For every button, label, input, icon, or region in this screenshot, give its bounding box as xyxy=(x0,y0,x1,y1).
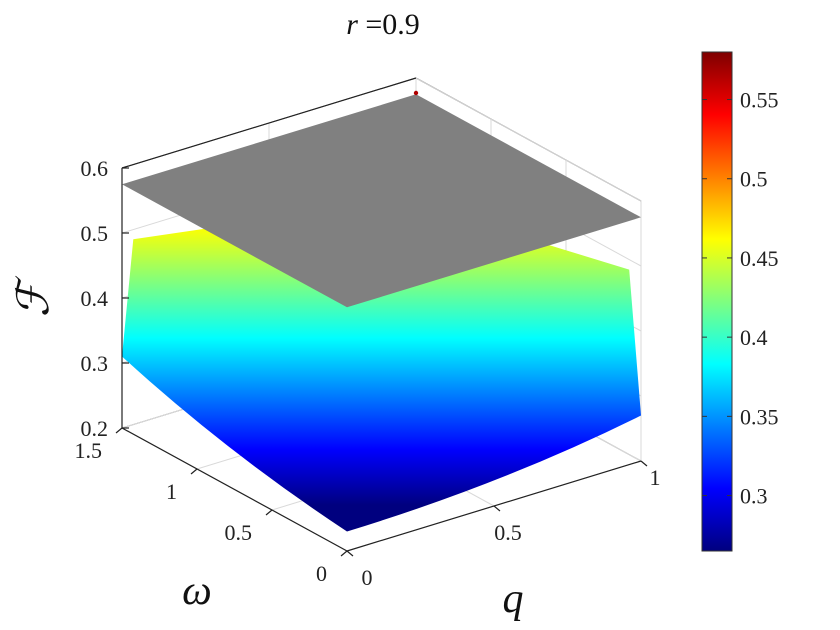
q-tick-mark xyxy=(346,550,354,557)
colorbar-tick-label: 0.5 xyxy=(740,167,768,192)
chart-title: r =0.9 xyxy=(346,8,420,41)
z-tick-label: 0.5 xyxy=(81,221,109,246)
colorbar-tick-label: 0.55 xyxy=(740,88,779,113)
fidelity-surface xyxy=(122,200,641,532)
colorbar-tick-label: 0.4 xyxy=(740,325,768,350)
title-variable: r xyxy=(346,8,358,41)
w-tick-mark xyxy=(190,468,198,475)
w-tick-label: 0.5 xyxy=(225,520,253,545)
colorbar-tick-label: 0.3 xyxy=(740,484,768,509)
y-axis-label: ω xyxy=(182,568,212,614)
w-tick-label: 0 xyxy=(316,561,327,586)
reference-plane xyxy=(122,94,641,308)
surface-layer xyxy=(122,90,641,532)
title-equals: =0.9 xyxy=(358,8,420,41)
q-tick-label: 1 xyxy=(650,465,661,490)
axis-line xyxy=(121,77,417,169)
axis-line xyxy=(121,427,348,552)
colorbar-tick-label: 0.45 xyxy=(740,246,779,271)
z-tick-label: 0.6 xyxy=(81,156,109,181)
q-tick-mark xyxy=(640,460,648,467)
colorbar-fill xyxy=(701,51,733,552)
z-tick-label: 0.4 xyxy=(81,286,109,311)
q-tick-label: 0.5 xyxy=(494,520,522,545)
z-tick-label: 0.2 xyxy=(81,416,109,441)
w-tick-mark xyxy=(115,427,123,434)
colorbar: 0.3 0.35 0.4 0.45 0.5 0.55 xyxy=(701,51,779,552)
q-tick-label: 0 xyxy=(362,565,373,590)
q-tick-mark xyxy=(493,505,501,512)
colorbar-tick-label: 0.35 xyxy=(740,404,779,429)
z-axis-label: ℱ xyxy=(9,275,58,317)
w-tick-label: 1.5 xyxy=(75,438,103,463)
z-tick-label: 0.3 xyxy=(81,351,109,376)
w-tick-mark xyxy=(340,550,348,557)
x-axis-label: q xyxy=(503,576,524,622)
surface-peak xyxy=(413,90,419,96)
w-tick-mark xyxy=(265,509,273,516)
w-tick-label: 1 xyxy=(166,479,177,504)
tick-layer: 0 0.5 1 0 0.5 1 1.50.2 0.3 0.4 0.5 0.6 xyxy=(75,156,661,590)
colorbar-ticks: 0.3 0.35 0.4 0.45 0.5 0.55 xyxy=(702,88,779,509)
